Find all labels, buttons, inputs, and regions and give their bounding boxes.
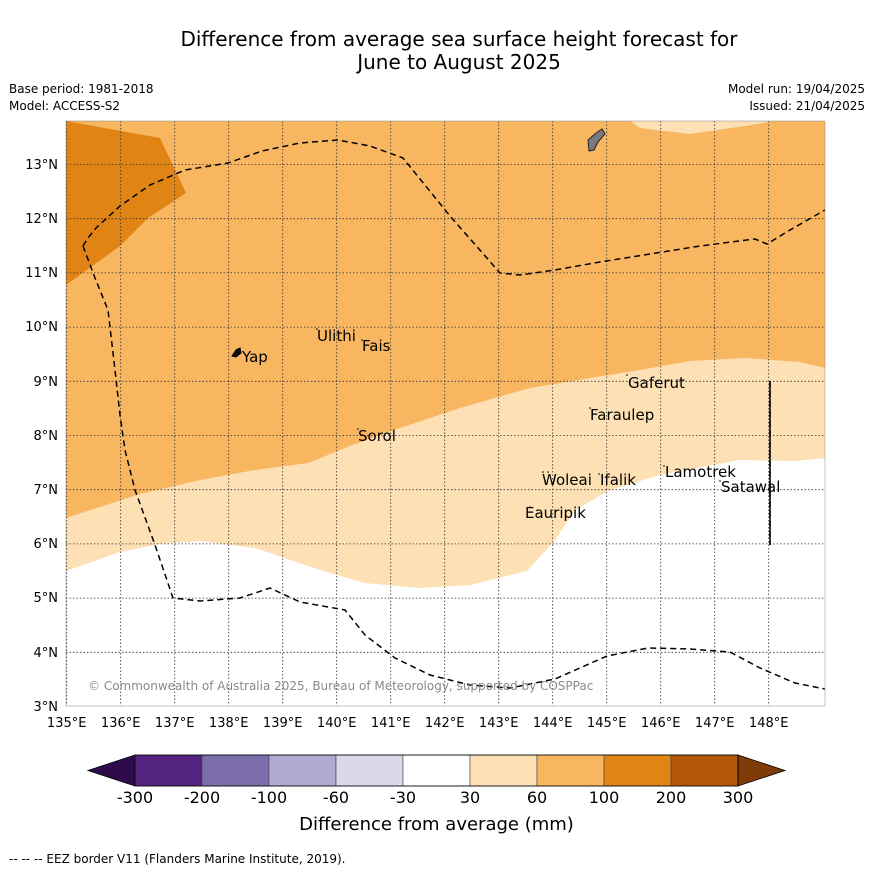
place-label-fais: Fais [362,337,391,355]
guam-island [587,128,606,152]
place-label-sorol: Sorol [358,427,396,445]
colorbar-tick-label: -30 [390,788,416,807]
band-60-100 [66,121,825,518]
x-tick-label: 148°E [749,716,789,731]
colorbar-segment [670,754,739,787]
y-tick-label: 9°N [34,375,59,390]
x-tick-label: 147°E [695,716,735,731]
band-100-200 [66,121,186,285]
x-tick-label: 137°E [155,716,195,731]
place-label-satawal: Satawal [721,478,780,496]
y-tick-label: 8°N [34,429,59,444]
map-plot-area: © Commonwealth of Australia 2025, Bureau… [66,121,825,706]
colorbar-segment [603,754,672,787]
chart-title: Difference from average sea surface heig… [0,28,873,74]
title-line-2: June to August 2025 [357,50,561,74]
x-tick-labels: 135°E 136°E 137°E 138°E 139°E 140°E 141°… [47,716,789,731]
graticule [66,121,825,706]
y-tick-label: 13°N [25,158,58,173]
colorbar-segment [536,754,605,787]
meta-left: Base period: 1981-2018 Model: ACCESS-S2 [9,81,154,115]
colorbar-tick-label: 100 [589,788,620,807]
y-tick-label: 10°N [25,320,58,335]
model-name: Model: ACCESS-S2 [9,99,121,113]
place-label-eauripik: Eauripik [525,504,586,522]
place-labels: Yap Ulithi Fais Sorol Gaferut Faraulep W… [241,327,780,522]
colorbar-segment [335,754,404,787]
x-tick-label: 135°E [47,716,87,731]
place-label-yap: Yap [241,348,268,366]
model-run: Model run: 19/04/2025 [727,82,865,96]
y-tick-label: 5°N [34,591,59,606]
footer-note: -- -- -- EEZ border V11 (Flanders Marine… [9,852,346,866]
x-tick-label: 141°E [371,716,411,731]
copyright-text: © Commonwealth of Australia 2025, Bureau… [88,679,593,693]
y-tick-label: 4°N [34,646,59,661]
issued-date: Issued: 21/04/2025 [749,99,865,113]
colorbar-title: Difference from average (mm) [299,814,574,835]
colorbar-tick-label: 200 [656,788,687,807]
base-period: Base period: 1981-2018 [9,82,154,96]
colorbar-arrow-low [86,754,136,787]
colorbar-tick-label: 30 [460,788,480,807]
meta-right: Model run: 19/04/2025 Issued: 21/04/2025 [728,81,865,115]
place-label-lamotrek: Lamotrek [665,463,736,481]
colorbar-segment [402,754,471,787]
x-tick-label: 144°E [533,716,573,731]
yap-island [231,347,242,358]
x-tick-label: 139°E [263,716,303,731]
colorbar: -300 -200 -100 -60 -30 30 60 100 200 300 [86,754,787,807]
plot-frame [65,120,826,707]
place-label-faraulep: Faraulep [590,406,654,424]
colorbar-segment [201,754,270,787]
x-tick-label: 138°E [209,716,249,731]
atoll-markers [316,328,721,508]
colorbar-arrow-high [737,754,787,787]
x-tick-label: 140°E [317,716,357,731]
colorbar-tick-label: -200 [184,788,220,807]
colorbar-tick-label: 60 [527,788,547,807]
place-label-gaferut: Gaferut [628,374,685,392]
place-label-ifalik: Ifalik [600,471,636,489]
colorbar-segment [134,754,203,787]
colorbar-frame [134,754,739,787]
y-tick-label: 12°N [25,212,58,227]
x-tick-label: 136°E [101,716,141,731]
y-tick-label: 6°N [34,537,59,552]
x-tick-label: 142°E [425,716,465,731]
place-label-woleai: Woleai [542,471,592,489]
colorbar-tick-label: 300 [723,788,754,807]
colorbar-tick-label: -300 [117,788,153,807]
y-tick-labels: 13°N 12°N 11°N 10°N 9°N 8°N 7°N 6°N 5°N … [25,158,58,715]
title-line-1: Difference from average sea surface heig… [180,27,738,51]
colorbar-tick-label: -60 [323,788,349,807]
x-tick-label: 145°E [587,716,627,731]
colorbar-tick-label: -100 [251,788,287,807]
y-tick-label: 7°N [34,483,59,498]
colorbar-segment [469,754,538,787]
x-tick-label: 143°E [479,716,519,731]
place-label-ulithi: Ulithi [317,327,356,345]
y-tick-label: 3°N [34,700,59,715]
x-tick-label: 146°E [641,716,681,731]
colorbar-segment [268,754,337,787]
y-tick-label: 11°N [25,266,58,281]
